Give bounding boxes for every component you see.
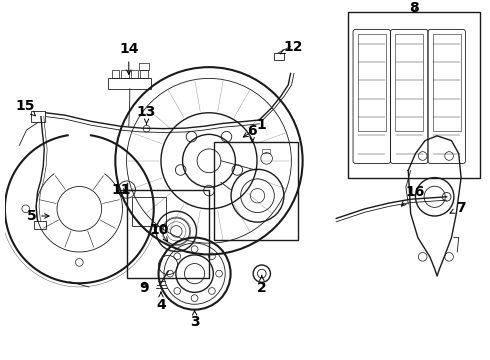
Text: 16: 16 (401, 185, 425, 206)
Text: 15: 15 (15, 99, 35, 116)
Bar (132, 197, 166, 226)
Text: 10: 10 (150, 224, 169, 242)
Bar (112, 69, 119, 78)
Bar (433, 34, 461, 131)
Text: 2: 2 (257, 275, 267, 295)
Bar (262, 149, 270, 153)
Bar (214, 141, 298, 240)
Text: 11: 11 (111, 183, 131, 197)
Bar (139, 63, 149, 69)
Text: 14: 14 (119, 42, 139, 74)
Text: 4: 4 (156, 292, 166, 312)
Bar (34, 221, 46, 229)
Bar (31, 111, 45, 122)
Text: 9: 9 (139, 281, 149, 295)
Bar (127, 190, 209, 278)
Bar (358, 34, 386, 131)
Text: 8: 8 (409, 1, 419, 15)
Text: 12: 12 (280, 40, 303, 54)
Bar (140, 69, 148, 78)
Bar (348, 12, 480, 177)
Bar (131, 69, 138, 78)
Bar (121, 69, 129, 78)
Text: 1: 1 (244, 118, 267, 137)
Text: 6: 6 (247, 124, 257, 142)
Bar (395, 34, 423, 131)
Text: 7: 7 (450, 201, 466, 215)
Text: 3: 3 (190, 311, 199, 329)
Bar (274, 53, 284, 60)
Text: 13: 13 (137, 105, 156, 124)
Bar (108, 78, 151, 89)
Text: 5: 5 (26, 209, 49, 223)
